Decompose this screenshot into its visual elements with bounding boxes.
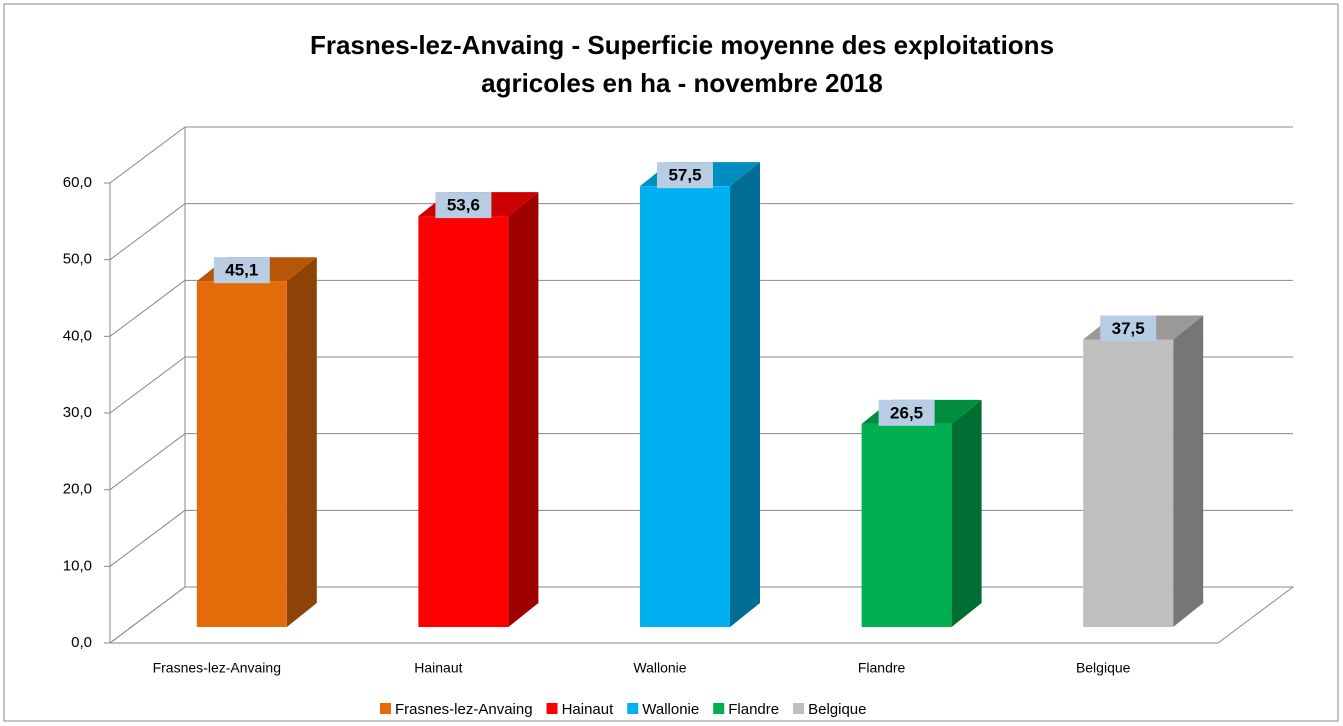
value-label: 53,6	[447, 196, 480, 215]
value-label: 26,5	[890, 403, 923, 422]
bar	[861, 423, 952, 627]
legend-label: Flandre	[728, 701, 779, 718]
value-label-box	[657, 162, 713, 189]
grid-line	[109, 433, 186, 491]
legend-swatch	[793, 703, 805, 714]
value-label-box	[213, 257, 270, 284]
legend-label: Wallonie	[642, 701, 699, 718]
bar-side	[730, 162, 760, 627]
grid-line	[109, 586, 186, 644]
bar	[418, 216, 509, 628]
grid-line	[109, 126, 186, 184]
bar-side	[286, 257, 317, 627]
bar	[640, 186, 730, 627]
value-label: 37,5	[1112, 319, 1145, 338]
legend-swatch	[713, 703, 725, 714]
y-tick-label: 40,0	[63, 327, 92, 344]
bar	[196, 281, 287, 627]
bar-side	[508, 192, 539, 628]
value-label-box	[878, 399, 935, 426]
grid-line	[109, 509, 186, 567]
grid-line	[109, 279, 186, 337]
x-tick-label: Belgique	[1076, 660, 1131, 676]
y-tick-label: 50,0	[63, 251, 92, 268]
y-tick-label: 10,0	[63, 557, 92, 574]
bar	[1083, 339, 1174, 627]
chart-title: Frasnes-lez-Anvaing - Superficie moyenne…	[310, 30, 1054, 60]
bar-side	[951, 399, 982, 627]
x-tick-label: Frasnes-lez-Anvaing	[153, 660, 281, 676]
legend-swatch	[627, 703, 639, 714]
y-tick-label: 60,0	[63, 174, 92, 191]
value-label-box	[1100, 315, 1157, 342]
legend-label: Hainaut	[562, 701, 615, 718]
legend-label: Frasnes-lez-Anvaing	[395, 701, 533, 718]
y-tick-label: 30,0	[63, 404, 92, 421]
y-tick-label: 0,0	[71, 634, 92, 651]
grid-line	[109, 203, 186, 261]
legend-swatch	[380, 703, 391, 714]
legend-label: Belgique	[808, 701, 866, 718]
x-tick-label: Wallonie	[633, 660, 686, 676]
value-label: 45,1	[225, 261, 258, 280]
grid-line	[109, 356, 186, 414]
value-label: 57,5	[668, 166, 701, 185]
value-label-box	[435, 192, 492, 219]
x-tick-label: Flandre	[858, 660, 906, 676]
y-tick-label: 20,0	[63, 481, 92, 498]
bar-side	[1173, 315, 1204, 627]
x-tick-label: Hainaut	[414, 660, 462, 676]
legend-swatch	[546, 703, 558, 714]
chart-title: agricoles en ha - novembre 2018	[481, 68, 883, 98]
